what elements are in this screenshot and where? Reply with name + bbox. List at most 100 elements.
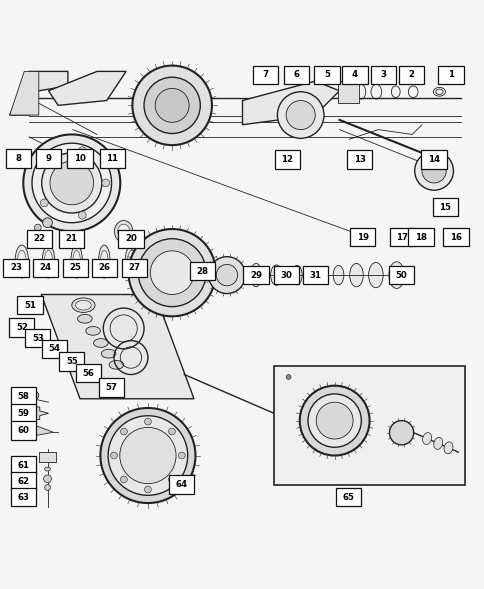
Text: 16: 16 [449,233,461,241]
Text: 8: 8 [15,154,21,163]
Ellipse shape [250,263,261,287]
Circle shape [286,101,315,130]
Circle shape [100,408,195,503]
Polygon shape [30,407,48,419]
Ellipse shape [72,298,95,312]
Text: 51: 51 [24,300,36,310]
Text: 62: 62 [17,477,29,486]
Text: 54: 54 [48,345,60,353]
Polygon shape [28,426,53,435]
FancyBboxPatch shape [347,150,372,169]
Circle shape [128,229,215,316]
Text: 53: 53 [32,333,44,343]
Text: 7: 7 [262,70,268,80]
FancyBboxPatch shape [11,488,36,507]
Text: 4: 4 [351,70,357,80]
Circle shape [102,179,109,187]
FancyBboxPatch shape [17,296,43,315]
FancyBboxPatch shape [421,150,446,169]
FancyBboxPatch shape [302,266,328,284]
Text: 25: 25 [69,263,81,272]
Ellipse shape [114,220,133,242]
Circle shape [144,418,151,425]
FancyBboxPatch shape [62,259,88,277]
FancyBboxPatch shape [9,318,34,337]
Ellipse shape [433,438,442,449]
Circle shape [286,375,290,379]
Text: 27: 27 [128,263,140,272]
FancyBboxPatch shape [6,150,31,168]
Circle shape [421,158,445,183]
FancyBboxPatch shape [274,150,299,169]
Circle shape [168,428,175,435]
FancyBboxPatch shape [389,228,414,246]
Ellipse shape [443,442,452,454]
FancyBboxPatch shape [370,65,395,84]
Circle shape [42,153,102,213]
FancyBboxPatch shape [438,65,463,84]
Text: 63: 63 [17,493,29,502]
Circle shape [277,92,323,138]
Text: 6: 6 [293,70,299,80]
Text: 9: 9 [45,154,51,163]
Polygon shape [41,294,194,399]
Ellipse shape [349,263,363,287]
Circle shape [216,264,237,286]
Ellipse shape [291,266,302,285]
Circle shape [31,392,39,399]
Text: 20: 20 [125,234,136,243]
Circle shape [299,386,369,455]
Ellipse shape [109,360,123,369]
FancyBboxPatch shape [3,259,29,277]
Ellipse shape [77,315,92,323]
Ellipse shape [45,467,50,471]
Ellipse shape [45,250,52,273]
FancyBboxPatch shape [243,266,268,284]
Ellipse shape [42,245,55,278]
Ellipse shape [315,267,324,283]
Text: 13: 13 [353,155,365,164]
Ellipse shape [368,263,382,287]
Text: 19: 19 [356,233,368,241]
Circle shape [150,251,194,294]
FancyBboxPatch shape [42,340,67,358]
Text: 17: 17 [395,233,408,241]
Circle shape [120,428,176,484]
FancyBboxPatch shape [388,266,413,284]
FancyBboxPatch shape [36,150,61,168]
FancyBboxPatch shape [11,404,36,422]
Text: 60: 60 [17,426,29,435]
Ellipse shape [45,458,50,461]
Circle shape [45,485,50,491]
Ellipse shape [71,245,82,278]
Text: 14: 14 [427,155,439,164]
Text: 50: 50 [395,270,407,280]
Polygon shape [10,71,39,115]
FancyBboxPatch shape [169,475,194,494]
Circle shape [307,394,361,447]
Ellipse shape [86,326,100,335]
Circle shape [132,65,212,145]
Text: 18: 18 [414,233,426,241]
Circle shape [78,147,86,154]
Text: 58: 58 [17,392,29,401]
Text: 55: 55 [66,357,77,366]
Circle shape [155,88,189,123]
Circle shape [43,218,52,227]
FancyBboxPatch shape [25,329,50,348]
Text: 26: 26 [99,263,110,272]
Text: 30: 30 [280,270,291,280]
Text: 61: 61 [17,461,29,469]
Circle shape [316,402,352,439]
Ellipse shape [388,262,404,289]
FancyBboxPatch shape [273,266,298,284]
Text: 59: 59 [17,409,29,418]
Ellipse shape [127,250,136,273]
Ellipse shape [45,478,50,481]
Circle shape [144,486,151,493]
FancyBboxPatch shape [335,488,360,507]
FancyBboxPatch shape [76,364,101,382]
FancyBboxPatch shape [408,228,433,246]
Text: 15: 15 [439,203,450,211]
Polygon shape [242,81,339,125]
